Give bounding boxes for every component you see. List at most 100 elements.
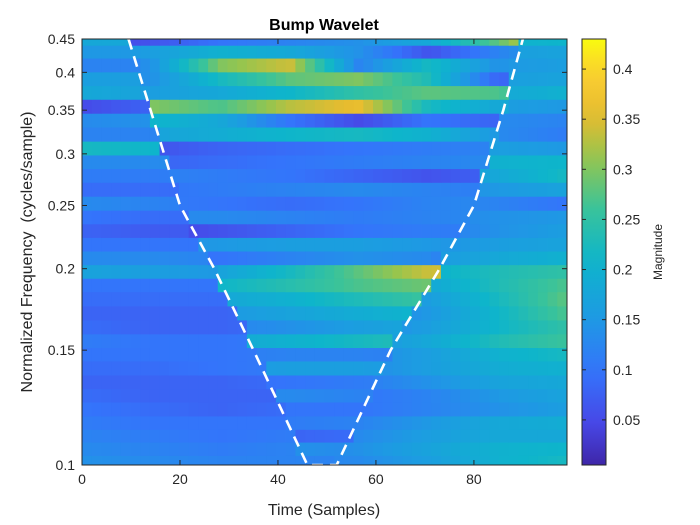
heatmap-cell	[402, 141, 413, 156]
heatmap-cell	[120, 223, 132, 238]
heatmap-cell	[237, 388, 248, 403]
heatmap-cell	[237, 57, 248, 73]
heatmap-cell	[149, 57, 161, 73]
heatmap-cell	[256, 319, 267, 335]
heatmap-cell	[120, 57, 132, 73]
heatmap-cell	[305, 210, 316, 225]
heatmap-cell	[130, 237, 141, 252]
heatmap-cell	[334, 154, 345, 170]
heatmap-cell	[305, 126, 316, 142]
heatmap-cell	[440, 415, 452, 430]
heatmap-cell	[479, 182, 490, 197]
heatmap-cell	[256, 455, 267, 465]
heatmap-cell	[256, 45, 267, 59]
heatmap-cell	[440, 126, 452, 142]
heatmap-cell	[276, 113, 287, 128]
heatmap-cell	[392, 429, 403, 443]
heatmap-cell	[353, 264, 364, 279]
heatmap-cell	[450, 85, 461, 100]
heatmap-cell	[217, 319, 229, 335]
heatmap-cell	[179, 305, 190, 321]
heatmap-cell	[353, 360, 364, 376]
heatmap-cell	[557, 223, 567, 238]
heatmap-cell	[508, 360, 520, 376]
heatmap-cell	[334, 333, 345, 349]
heatmap-cell	[537, 196, 549, 211]
heatmap-cell	[111, 210, 122, 225]
heatmap-cell	[479, 168, 490, 183]
heatmap-cell	[343, 126, 355, 142]
heatmap-cell	[101, 85, 112, 100]
heatmap-cell	[82, 168, 93, 183]
heatmap-cell	[411, 250, 423, 266]
heatmap-cell	[217, 388, 229, 403]
heatmap-cell	[295, 278, 306, 293]
heatmap-cell	[440, 182, 452, 197]
heatmap-cell	[285, 291, 296, 307]
heatmap-cell	[499, 291, 510, 307]
heatmap-cell	[373, 141, 384, 156]
heatmap-cell	[237, 360, 248, 376]
heatmap-cell	[402, 210, 413, 225]
heatmap-cell	[130, 113, 141, 128]
heatmap-cell	[159, 45, 170, 59]
heatmap-cell	[343, 223, 355, 238]
heatmap-cell	[402, 333, 413, 349]
heatmap-cell	[518, 415, 529, 430]
heatmap-cell	[460, 278, 471, 293]
heatmap-cell	[246, 210, 258, 225]
heatmap-cell	[547, 85, 558, 100]
heatmap-cell	[334, 85, 345, 100]
heatmap-cell	[285, 429, 296, 443]
heatmap-cell	[120, 441, 132, 456]
heatmap-cell	[440, 168, 452, 183]
heatmap-cell	[518, 113, 529, 128]
heatmap-cell	[140, 291, 151, 307]
heatmap-cell	[111, 154, 122, 170]
heatmap-cell	[227, 429, 238, 443]
heatmap-cell	[159, 374, 170, 390]
heatmap-cell	[246, 182, 258, 197]
heatmap-cell	[295, 347, 306, 362]
heatmap-cell	[508, 441, 520, 456]
heatmap-cell	[431, 39, 442, 46]
heatmap-cell	[285, 71, 296, 87]
heatmap-cell	[518, 39, 529, 46]
heatmap-cell	[285, 85, 296, 100]
heatmap-cell	[499, 441, 510, 456]
heatmap-cell	[421, 374, 432, 390]
heatmap-cell	[91, 210, 102, 225]
heatmap-cell	[208, 141, 219, 156]
heatmap-cell	[334, 168, 345, 183]
heatmap-cell	[402, 154, 413, 170]
heatmap-cell	[440, 388, 452, 403]
heatmap-cell	[305, 45, 316, 59]
heatmap-cell	[537, 126, 549, 142]
heatmap-cell	[198, 360, 209, 376]
heatmap-cell	[305, 57, 316, 73]
heatmap-cell	[149, 319, 161, 335]
heatmap-cell	[159, 210, 170, 225]
heatmap-cell	[295, 374, 306, 390]
heatmap-cell	[431, 401, 442, 417]
heatmap-cell	[149, 182, 161, 197]
heatmap-cell	[140, 154, 151, 170]
heatmap-cell	[169, 319, 180, 335]
heatmap-cell	[402, 57, 413, 73]
heatmap-cell	[227, 374, 238, 390]
heatmap-cell	[208, 429, 219, 443]
heatmap-cell	[285, 319, 296, 335]
heatmap-cell	[285, 415, 296, 430]
heatmap-cell	[256, 347, 267, 362]
heatmap-cell	[130, 319, 141, 335]
heatmap-cell	[227, 347, 238, 362]
heatmap-cell	[169, 278, 180, 293]
heatmap-cell	[382, 237, 393, 252]
heatmap-cell	[411, 360, 423, 376]
heatmap-cell	[440, 360, 452, 376]
heatmap-cell	[169, 85, 180, 100]
heatmap-cell	[246, 250, 258, 266]
heatmap-cell	[140, 39, 151, 46]
heatmap-cell	[237, 278, 248, 293]
heatmap-cell	[120, 141, 132, 156]
